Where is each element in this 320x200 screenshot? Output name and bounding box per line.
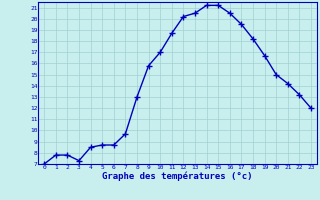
X-axis label: Graphe des températures (°c): Graphe des températures (°c) (102, 171, 253, 181)
